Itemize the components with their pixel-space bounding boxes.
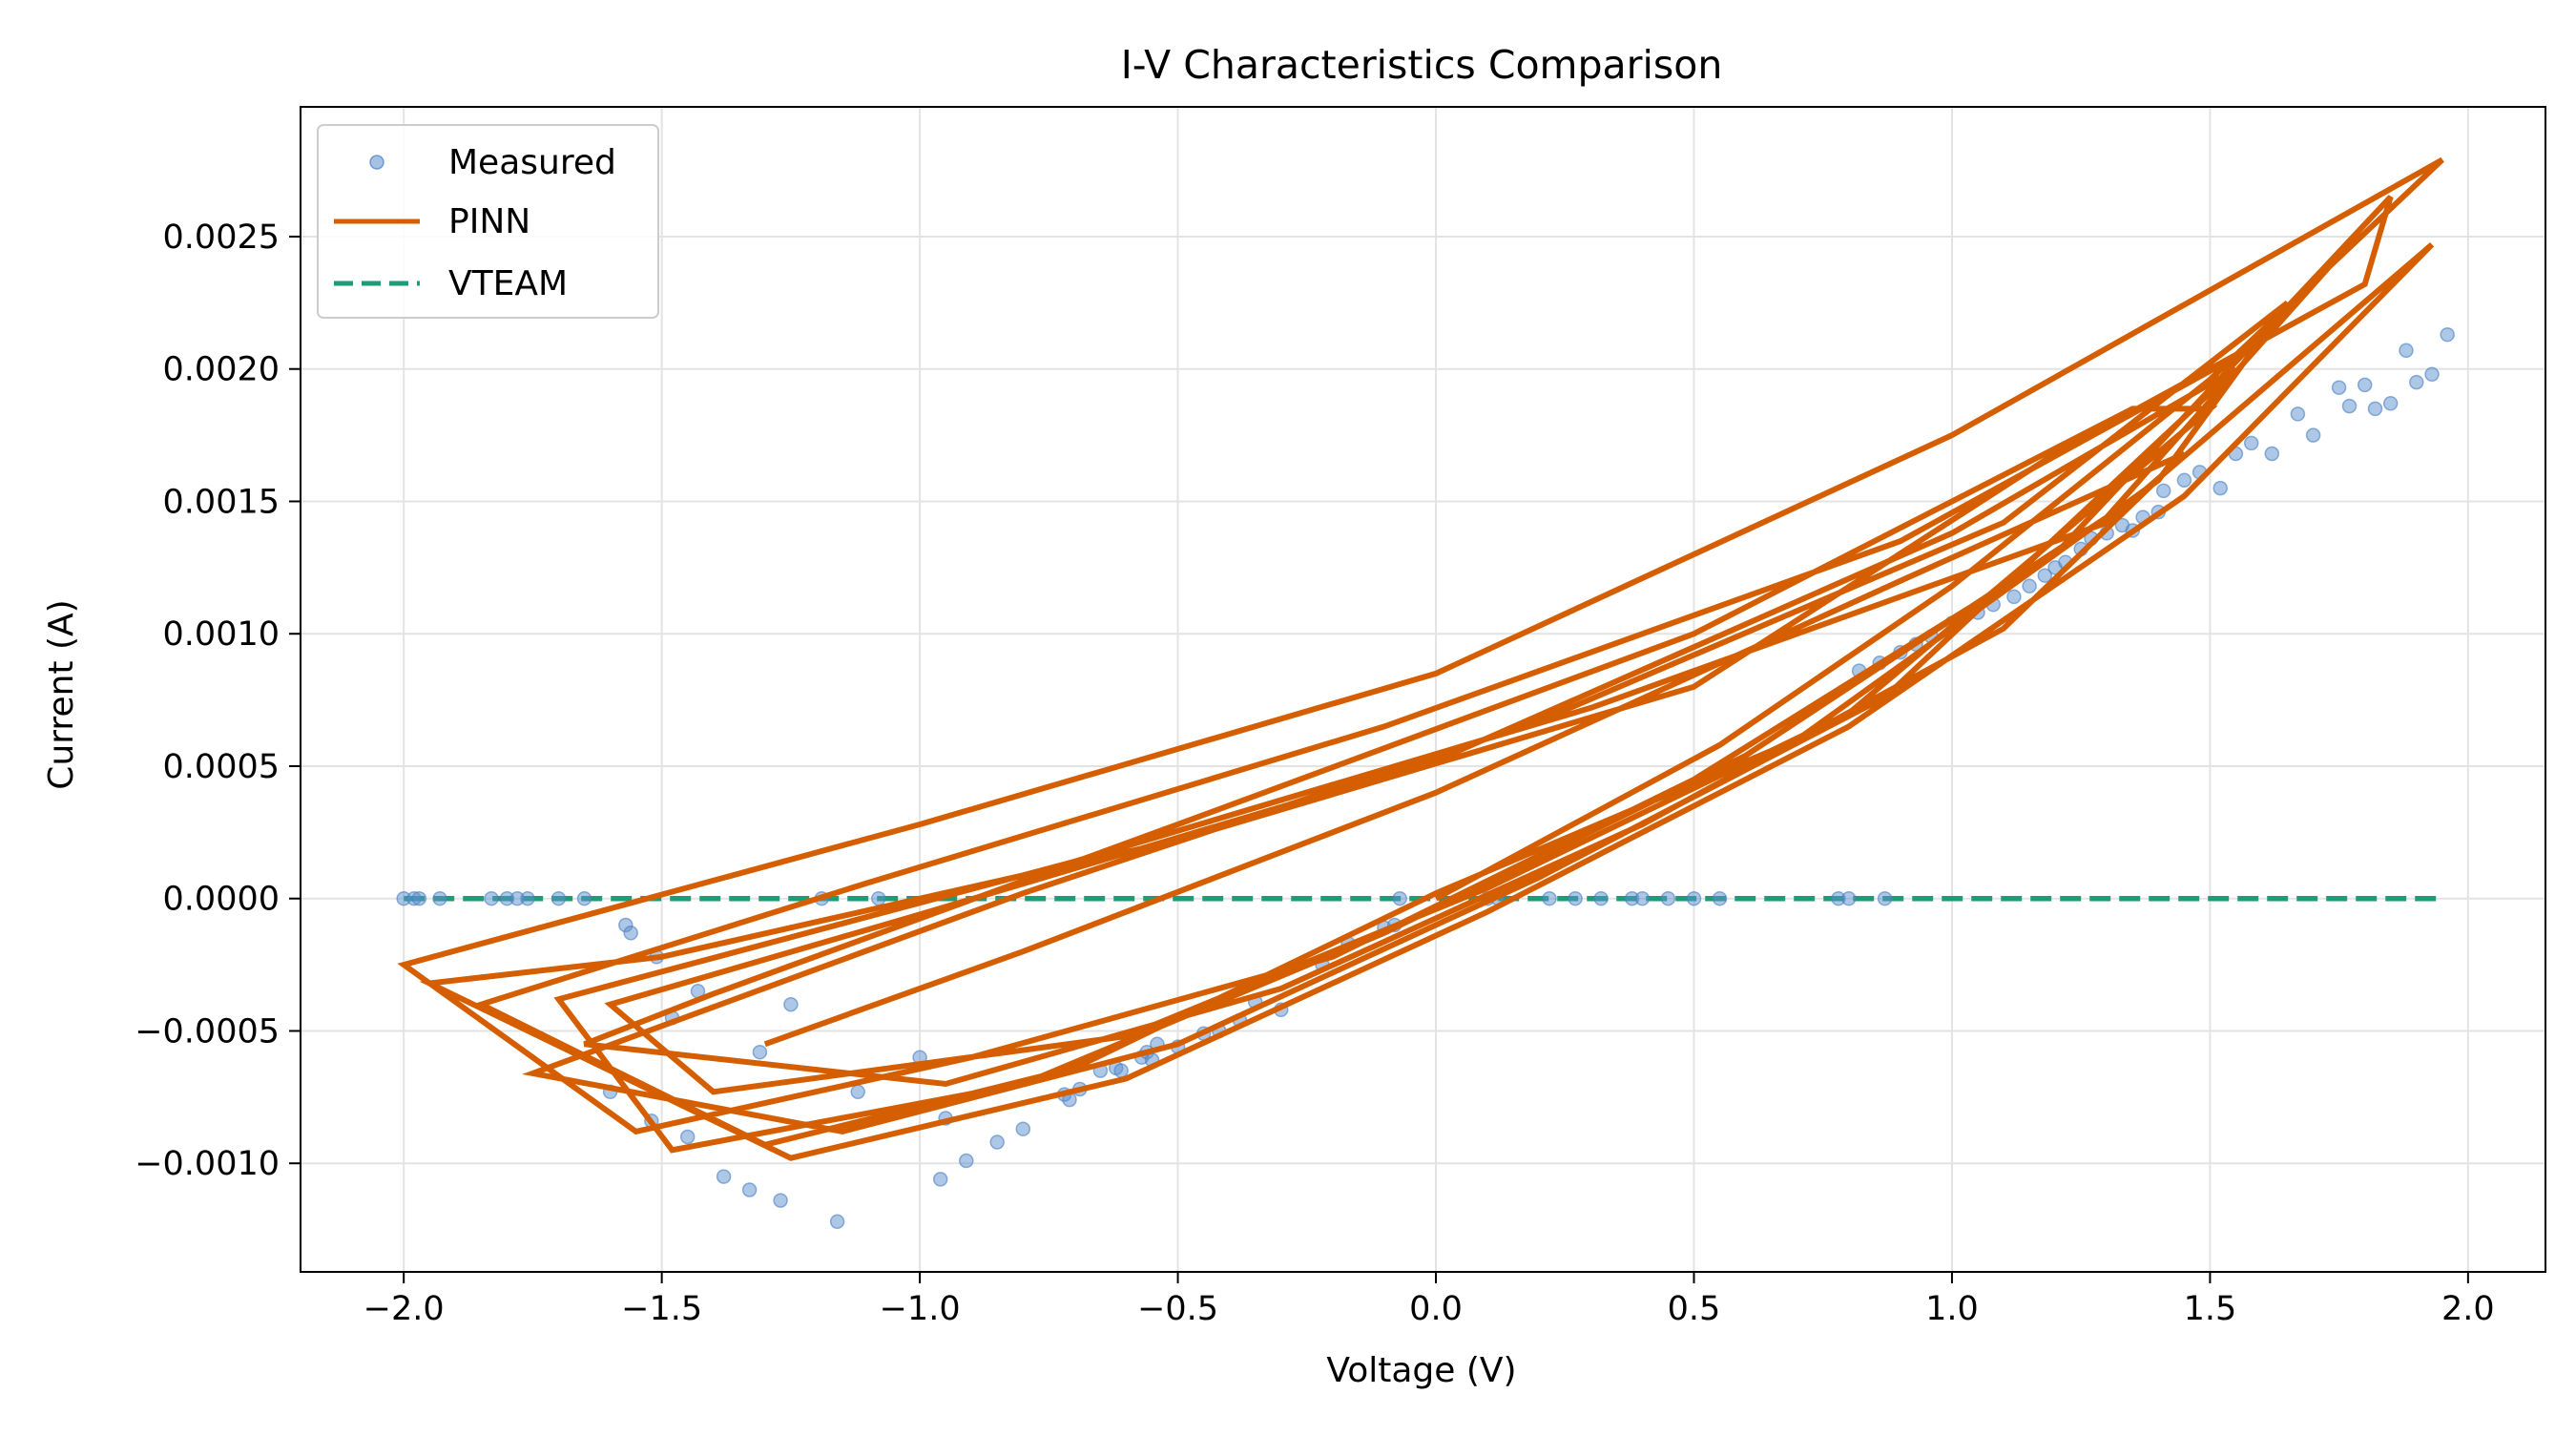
x-tick-label: 0.0 [1409, 1290, 1463, 1328]
y-axis-ticks: −0.0010 −0.0005 0.0000 0.0005 0.0010 0.0015 0.… [135, 219, 301, 1183]
y-tick-label: 0.0025 [163, 219, 280, 257]
measured-point [1392, 890, 1407, 906]
x-tick-label: 2.0 [2441, 1290, 2495, 1328]
legend-marker-measured [369, 155, 384, 170]
measured-point [752, 1044, 768, 1060]
y-tick-label: 0.0005 [163, 748, 280, 786]
measured-point [623, 926, 638, 941]
y-tick-label: 0.0020 [163, 351, 280, 389]
measured-point [2424, 366, 2440, 383]
measured-point [2022, 578, 2037, 594]
x-tick-label: −0.5 [1137, 1290, 1218, 1328]
pinn-line [397, 156, 2444, 1161]
legend: Measured PINN VTEAM [317, 124, 659, 319]
measured-point [1686, 890, 1702, 906]
grid [301, 107, 2545, 1272]
y-tick-label: −0.0005 [135, 1012, 280, 1051]
measured-point [2264, 446, 2280, 462]
measured-point [2341, 398, 2358, 414]
measured-point [576, 890, 592, 906]
x-tick-label: 1.5 [2184, 1290, 2237, 1328]
x-tick-label: −1.0 [880, 1290, 961, 1328]
x-tick-label: 1.0 [1925, 1290, 1979, 1328]
x-tick-label: 0.5 [1668, 1290, 1721, 1328]
measured-point [741, 1182, 758, 1197]
measured-point [2440, 326, 2455, 343]
measured-point [959, 1153, 974, 1169]
measured-point [1660, 890, 1676, 906]
measured-point [1593, 890, 1609, 906]
measured-point [1015, 1121, 1031, 1136]
x-axis-label: Voltage (V) [1326, 1351, 1516, 1390]
measured-point [716, 1169, 732, 1184]
legend-label-measured: Measured [448, 143, 616, 182]
measured-point [1542, 890, 1557, 906]
measured-point [2290, 406, 2306, 422]
measured-point [2331, 380, 2347, 395]
measured-point [989, 1134, 1005, 1150]
measured-point [2367, 401, 2383, 417]
x-axis-ticks: −2.0 −1.5 −1.0 −0.5 0.0 0.5 1.0 1.5 2.0 [364, 1272, 2495, 1328]
measured-point [1113, 1063, 1129, 1078]
measured-point [1877, 890, 1893, 906]
measured-point [2155, 483, 2171, 499]
measured-point [679, 1129, 696, 1145]
y-tick-label: −0.0010 [135, 1145, 280, 1183]
chart-title: I-V Characteristics Comparison [1121, 42, 1723, 88]
measured-point [2399, 343, 2414, 359]
measured-point [1634, 890, 1651, 906]
x-tick-label: −2.0 [364, 1290, 445, 1328]
measured-point [871, 890, 886, 906]
measured-point [2212, 480, 2228, 496]
plot-area-frame [300, 106, 2546, 1273]
measured-point [484, 890, 499, 906]
y-tick-label: 0.0010 [163, 615, 280, 654]
x-tick-label: −1.5 [621, 1290, 702, 1328]
measured-point [783, 996, 799, 1012]
measured-point [432, 890, 447, 906]
measured-point [1568, 890, 1583, 906]
y-tick-label: 0.0015 [163, 483, 280, 521]
pinn-series [397, 156, 2444, 1161]
measured-point [2176, 472, 2192, 489]
measured-point [2357, 377, 2373, 393]
measured-point [2243, 435, 2259, 451]
measured-point [520, 890, 535, 906]
legend-box [317, 124, 659, 319]
measured-point [1712, 890, 1728, 906]
measured-point [411, 890, 427, 906]
legend-label-vteam: VTEAM [448, 264, 568, 303]
measured-point [2382, 396, 2399, 411]
legend-label-pinn: PINN [448, 202, 530, 241]
measured-point [2305, 427, 2321, 443]
measured-point [551, 890, 567, 906]
y-axis-label: Current (A) [42, 599, 81, 789]
y-tick-label: 0.0000 [163, 881, 280, 919]
measured-point [2409, 374, 2424, 390]
measured-point [773, 1193, 788, 1208]
measured-point [850, 1084, 865, 1100]
measured-point [829, 1214, 845, 1230]
measured-point [2037, 568, 2053, 583]
measured-point [2006, 589, 2022, 605]
measured-point [1841, 890, 1857, 906]
measured-point [932, 1172, 948, 1187]
